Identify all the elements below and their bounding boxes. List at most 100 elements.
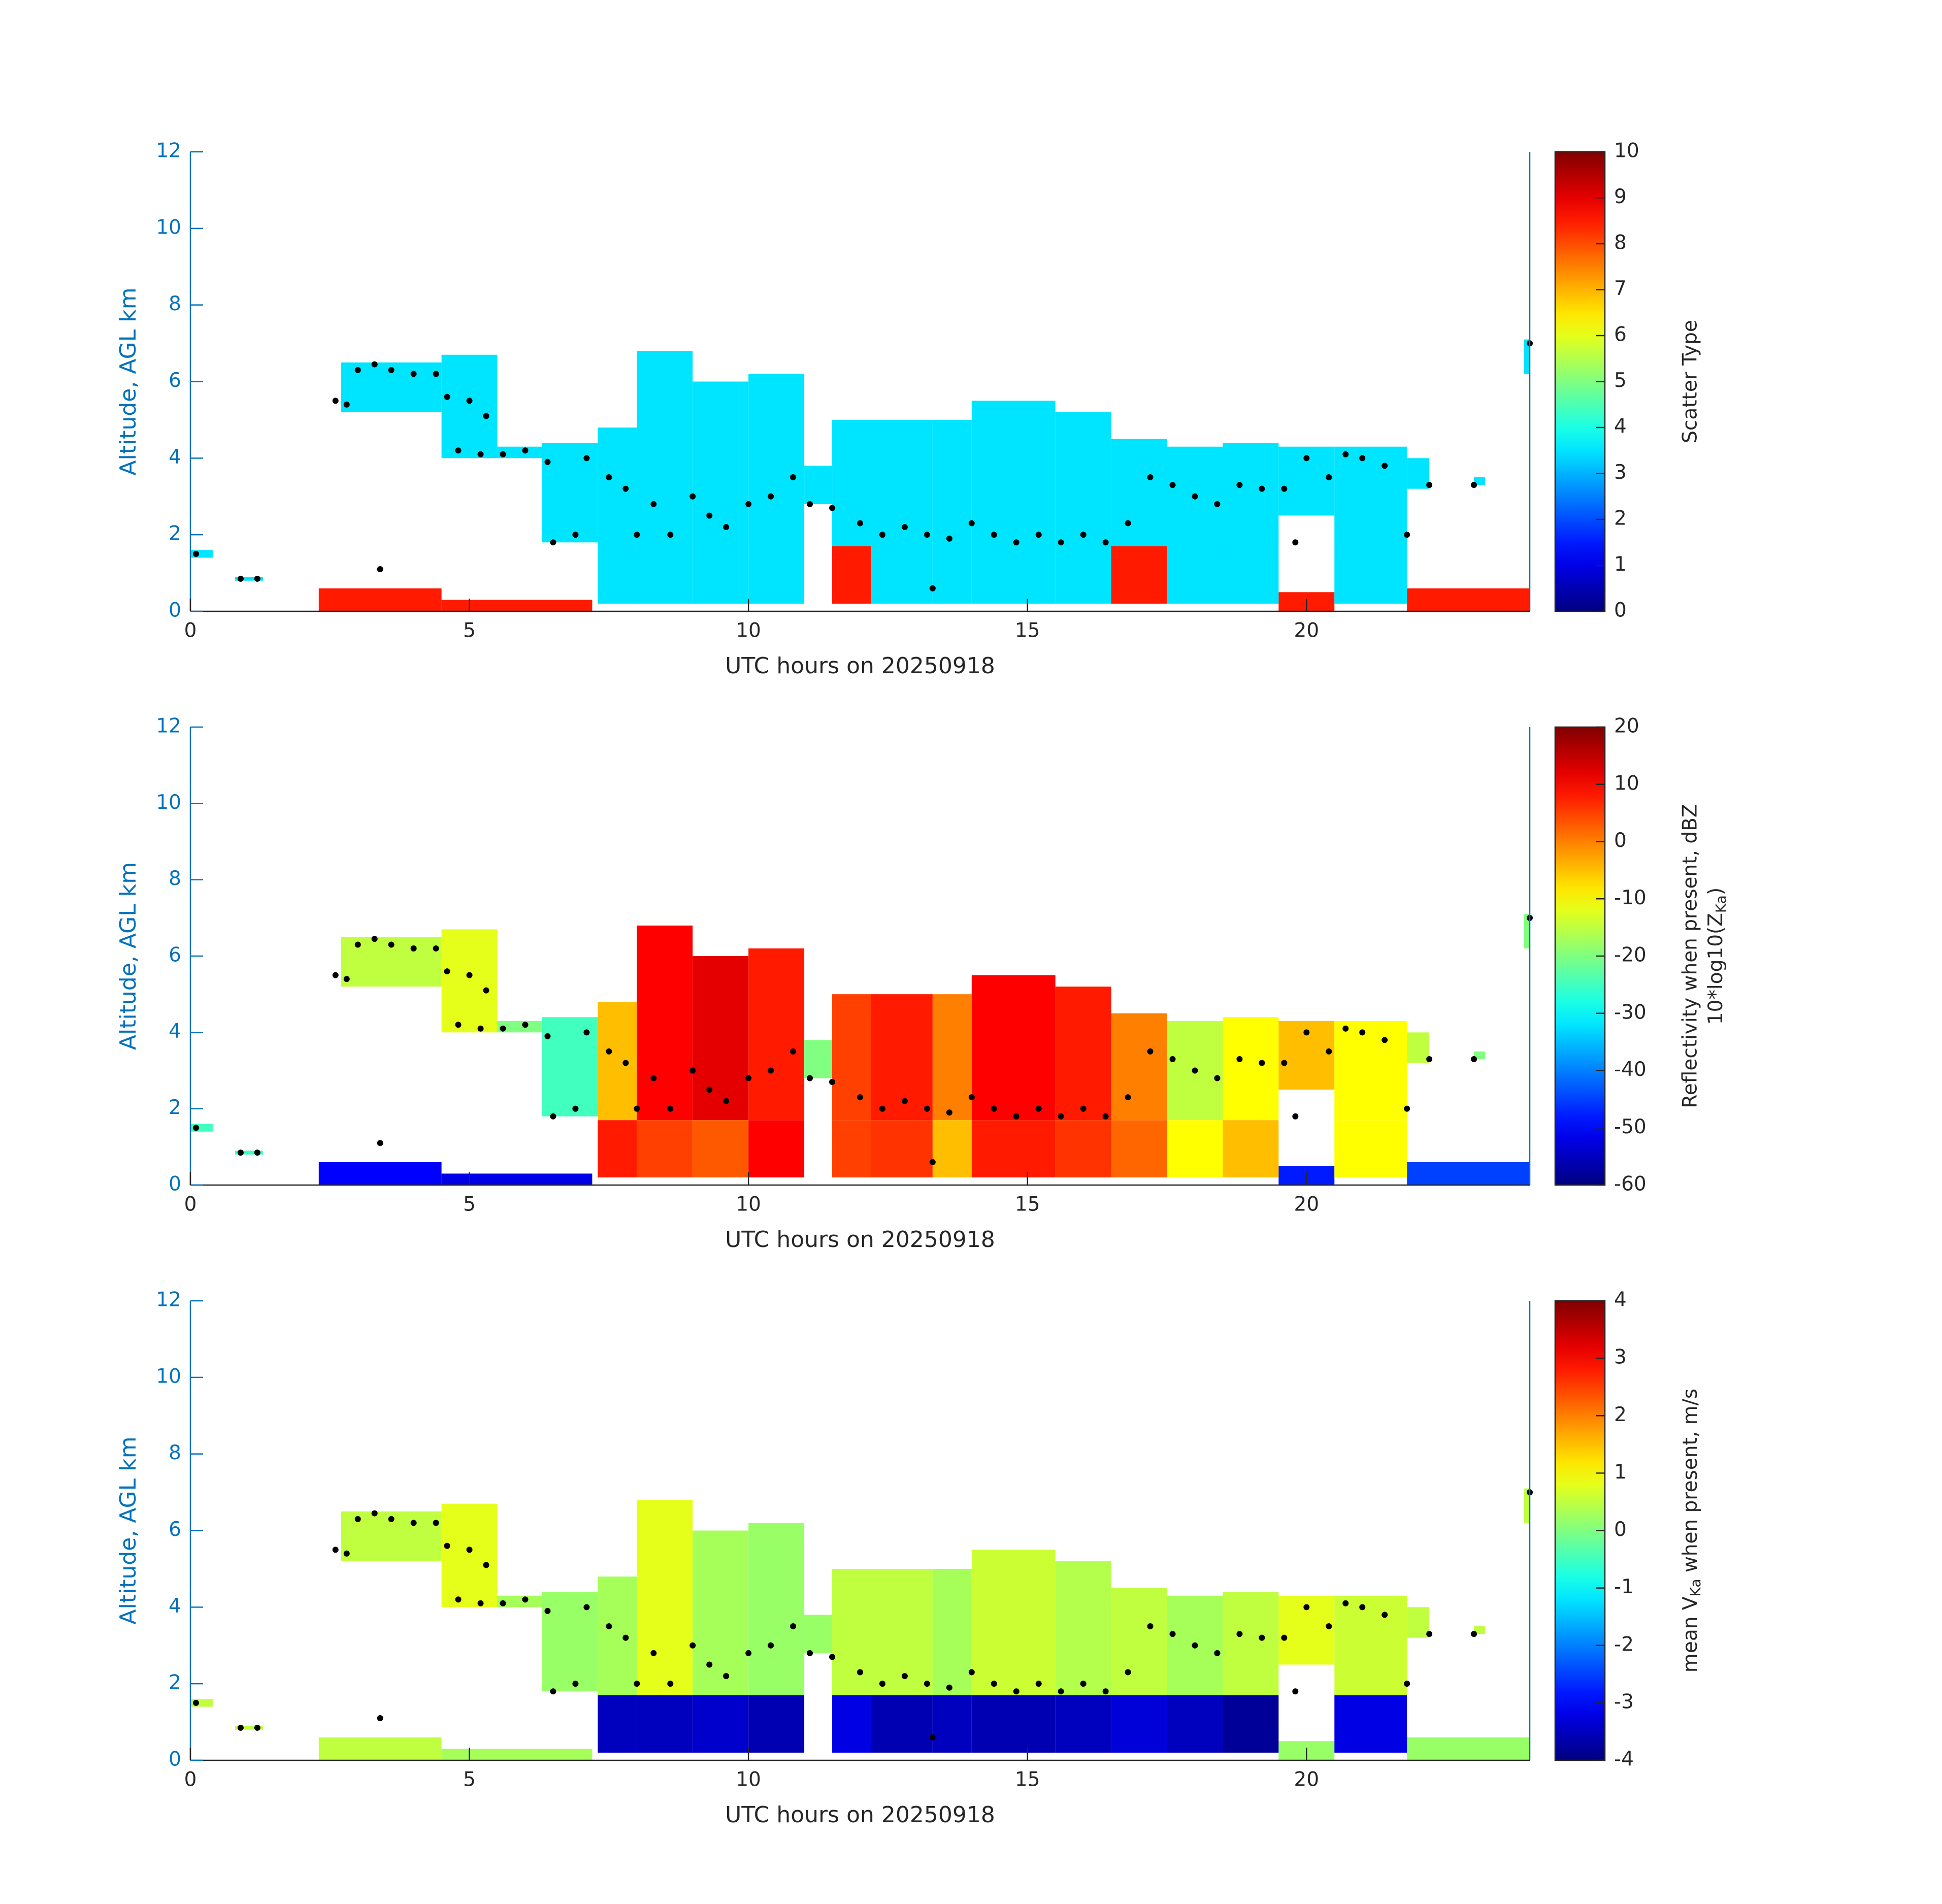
colorbar-tick-label: -2 — [1614, 1633, 1634, 1656]
cloud-base-point — [723, 1098, 730, 1104]
cloud-base-point — [483, 1562, 489, 1568]
echo-cell — [932, 1120, 972, 1177]
colorbar-label: 10*log10(ZKa) — [1704, 888, 1730, 1025]
echo-cell — [497, 446, 542, 458]
echo-cell — [1334, 1021, 1407, 1121]
echo-cell — [871, 546, 933, 604]
colorbar-tick-label: 10 — [1614, 140, 1639, 162]
cloud-base-point — [354, 367, 361, 373]
colorbar-tick-label: -4 — [1614, 1748, 1634, 1771]
cloud-base-point — [901, 1673, 908, 1680]
y-tick-label: 0 — [169, 1173, 181, 1196]
colorbar-label: Scatter Type — [1679, 320, 1702, 443]
cloud-base-point — [634, 1681, 640, 1687]
y-tick-label: 2 — [169, 1671, 181, 1694]
cloud-base-point — [1404, 1681, 1410, 1687]
cloud-base-point — [377, 1140, 383, 1146]
cloud-base-point — [550, 539, 556, 546]
cloud-base-point — [572, 532, 579, 538]
cloud-base-point — [377, 1715, 383, 1722]
cloud-base-point — [522, 1022, 529, 1028]
cloud-base-point — [483, 987, 489, 994]
cloud-base-point — [606, 474, 612, 481]
echo-cell — [748, 1523, 805, 1695]
cloud-base-point — [466, 972, 473, 978]
cloud-base-point — [583, 1604, 590, 1611]
cloud-base-point — [1214, 1075, 1221, 1081]
echo-cell — [637, 1695, 693, 1753]
y-tick-label: 0 — [169, 1748, 181, 1771]
echo-cell — [971, 1695, 1056, 1753]
cloud-base-point — [371, 1510, 378, 1517]
cloud-base-point — [477, 451, 484, 457]
y-axis-label: Altitude, AGL km — [115, 862, 141, 1050]
cloud-base-point — [622, 1634, 629, 1641]
cloud-base-point — [1147, 1048, 1154, 1055]
cloud-base-point — [410, 945, 417, 951]
cloud-base-point — [622, 485, 629, 492]
echo-cell — [1223, 1592, 1279, 1695]
cloud-base-point — [650, 1075, 657, 1081]
echo-cell — [748, 546, 805, 604]
cloud-base-point — [433, 945, 439, 951]
cloud-base-point — [1125, 1094, 1131, 1101]
echo-cell — [1223, 1017, 1279, 1121]
cloud-base-point — [572, 1681, 579, 1687]
cloud-base-point — [1169, 1056, 1176, 1062]
cloud-base-point — [544, 1607, 551, 1614]
cloud-base-point — [689, 1642, 696, 1649]
echo-cell — [832, 419, 871, 546]
cloud-base-point — [807, 1075, 813, 1081]
echo-cell — [497, 1595, 542, 1607]
cloud-base-point — [1404, 532, 1410, 538]
cloud-base-point — [1342, 1600, 1349, 1606]
y-tick-label: 6 — [169, 1518, 181, 1541]
echo-cell — [235, 1726, 263, 1730]
x-axis-label: UTC hours on 20250918 — [725, 1227, 995, 1253]
echo-cell — [832, 546, 871, 604]
echo-cell — [971, 1120, 1056, 1177]
cloud-base-point — [807, 1650, 813, 1656]
cloud-base-point — [1214, 501, 1221, 507]
cloud-base-point — [768, 1642, 774, 1649]
y-tick-label: 4 — [169, 1595, 181, 1618]
echo-cell — [497, 1021, 542, 1033]
colorbar-tick-label: -20 — [1614, 944, 1647, 967]
cloud-base-point — [929, 1734, 936, 1741]
cloud-base-point — [879, 1681, 885, 1687]
cloud-base-point — [388, 367, 394, 373]
echo-cell — [1055, 1120, 1111, 1177]
echo-cell — [748, 948, 805, 1121]
cloud-base-point — [455, 1596, 462, 1603]
x-tick-label: 0 — [184, 1768, 197, 1791]
cloud-base-point — [1326, 474, 1332, 481]
echo-cell — [693, 1530, 749, 1695]
echo-cell — [693, 1695, 749, 1753]
echo-cell — [1111, 1588, 1167, 1695]
colorbar-label: mean VKa when present, m/s — [1679, 1389, 1704, 1672]
cloud-base-point — [1292, 539, 1299, 546]
cloud-base-point — [410, 1520, 417, 1526]
cloud-base-point — [968, 1094, 975, 1101]
echo-cell — [932, 1695, 972, 1753]
cloud-base-point — [1342, 1025, 1349, 1032]
colorbar-label: Reflectivity when present, dBZ — [1679, 804, 1702, 1108]
echo-cell — [1474, 1626, 1486, 1634]
cloud-base-point — [1125, 520, 1131, 527]
echo-cell — [441, 354, 498, 458]
colorbar-tick-label: 4 — [1614, 415, 1627, 438]
cloud-base-point — [1125, 1669, 1131, 1676]
echo-cell — [1223, 1695, 1279, 1753]
colorbar-tick-label: 5 — [1614, 369, 1627, 392]
cloud-base-point — [1169, 482, 1176, 488]
colorbar-tick-label: 4 — [1614, 1289, 1627, 1311]
colorbar-tick-label: 0 — [1614, 829, 1627, 852]
cloud-base-point — [929, 585, 936, 592]
cloud-base-point — [1471, 1056, 1477, 1062]
colorbar-tick-label: 3 — [1614, 461, 1627, 484]
echo-cell — [748, 1120, 805, 1177]
cloud-base-point — [1058, 539, 1064, 546]
colorbar-tick-label: 2 — [1614, 1403, 1627, 1426]
cloud-base-point — [444, 1542, 450, 1549]
cloud-base-point — [343, 976, 350, 982]
